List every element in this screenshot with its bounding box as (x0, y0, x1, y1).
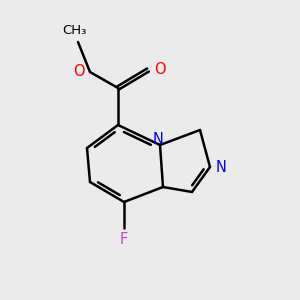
Text: N: N (153, 133, 164, 148)
Text: F: F (120, 232, 128, 247)
Text: N: N (216, 160, 226, 175)
Text: O: O (154, 62, 166, 77)
Text: O: O (73, 64, 85, 80)
Text: CH₃: CH₃ (62, 23, 86, 37)
